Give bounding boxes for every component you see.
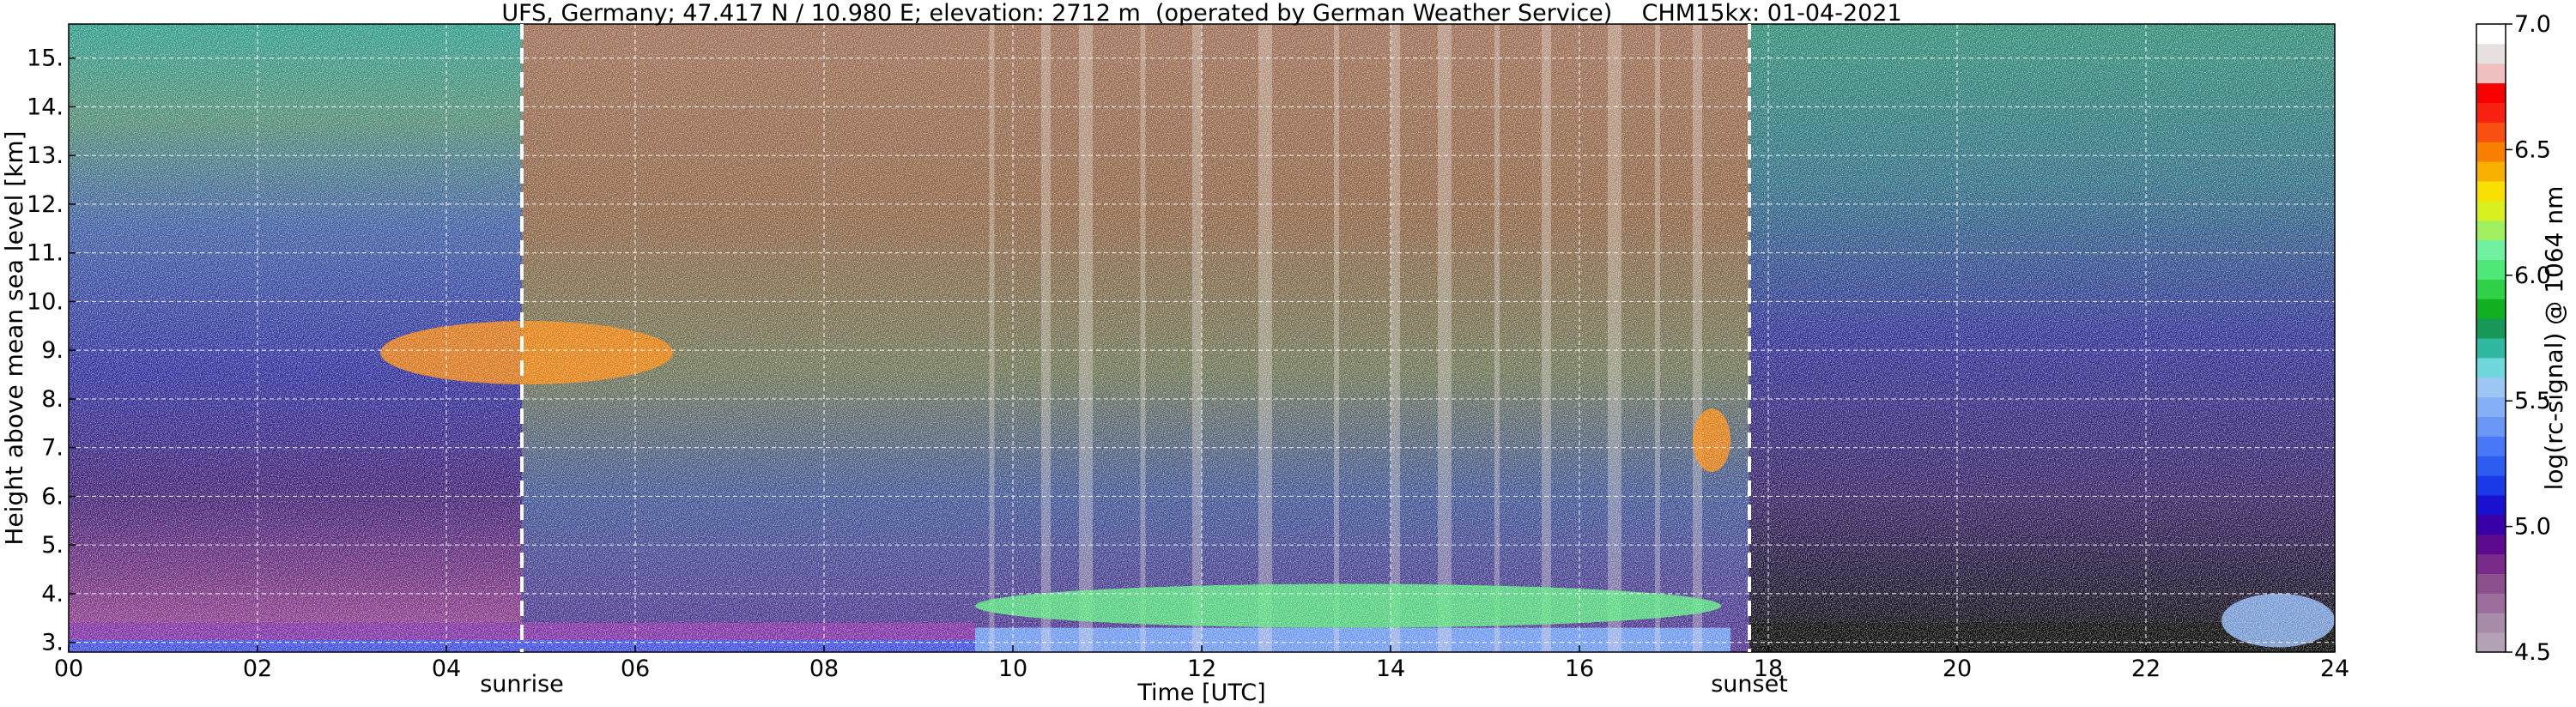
x-tick-label: 20 — [1943, 656, 1972, 682]
colorbar-swatch — [2476, 142, 2506, 162]
colorbar-swatch — [2476, 318, 2506, 339]
x-tick-label: 16 — [1565, 656, 1594, 682]
colorbar-tick-label: 5.5 — [2514, 388, 2551, 414]
colorbar-tick-label: 6.5 — [2514, 136, 2551, 163]
annotations: sunrise sunset — [480, 24, 1788, 698]
colorbar-swatch — [2476, 475, 2506, 496]
colorbar-swatch — [2476, 534, 2506, 555]
colorbar-swatch — [2476, 396, 2506, 417]
y-tick-label: 4. — [41, 581, 64, 607]
colorbar-tick-label: 7.0 — [2514, 11, 2551, 38]
colorbar: 4.5 5.0 5.5 6.0 6.5 7.0 — [2476, 11, 2551, 666]
y-tick-label: 11. — [27, 240, 64, 267]
x-tick-label: 10 — [998, 656, 1027, 682]
y-tick-label: 10. — [27, 288, 64, 315]
x-tick-label: 24 — [2320, 656, 2349, 682]
colorbar-swatch — [2476, 573, 2506, 594]
colorbar-frame — [2476, 23, 2506, 653]
colorbar-swatch — [2476, 338, 2506, 359]
x-tick-label: 18 — [1754, 656, 1783, 682]
colorbar-swatch — [2476, 436, 2506, 456]
y-tick-label: 7. — [41, 435, 64, 462]
x-tick-label: 14 — [1376, 656, 1405, 682]
colorbar-swatch — [2476, 102, 2506, 123]
annotation-label: sunrise — [480, 671, 564, 698]
colorbar-label: log(rc-signal) @ 1064 nm — [2540, 186, 2568, 491]
colorbar-swatch — [2476, 514, 2506, 535]
y-axis: 3. 4. 5. 6. 7. 8. 9. 10. 11. 12. 13. 14. 15. — [27, 45, 76, 656]
colorbar-swatch — [2476, 82, 2506, 103]
colorbar-swatch — [2476, 161, 2506, 182]
colorbar-swatch — [2476, 43, 2506, 64]
colorbar-swatch — [2476, 220, 2506, 241]
x-tick-label: 08 — [809, 656, 839, 682]
colorbar-swatch — [2476, 553, 2506, 574]
y-tick-label: 14. — [27, 94, 64, 120]
x-tick-label: 06 — [621, 656, 650, 682]
colorbar-swatch — [2476, 456, 2506, 476]
colorbar-swatch — [2476, 299, 2506, 319]
colorbar-swatch — [2476, 181, 2506, 202]
x-tick-label: 12 — [1187, 656, 1216, 682]
chart-title: UFS, Germany; 47.417 N / 10.980 E; eleva… — [501, 0, 1901, 27]
x-tick-label: 00 — [54, 656, 83, 682]
colorbar-tick-label: 6.0 — [2514, 263, 2551, 289]
y-tick-label: 5. — [41, 532, 64, 559]
y-tick-label: 6. — [41, 483, 64, 510]
colorbar-swatch — [2476, 259, 2506, 280]
y-tick-label: 13. — [27, 142, 64, 169]
colorbar-swatch — [2476, 357, 2506, 378]
x-tick-label: 02 — [243, 656, 272, 682]
colorbar-swatch — [2476, 593, 2506, 613]
colorbar-swatch — [2476, 279, 2506, 299]
colorbar-swatch — [2476, 122, 2506, 142]
colorbar-tick-label: 5.0 — [2514, 514, 2551, 541]
colorbar-swatch — [2476, 495, 2506, 516]
colorbar-swatch — [2476, 632, 2506, 653]
grid-lines — [69, 24, 2335, 652]
x-axis: 00 02 04 06 08 10 12 14 16 18 20 22 24 — [54, 645, 2349, 682]
y-tick-label: 8. — [41, 386, 64, 413]
colorbar-swatch — [2476, 613, 2506, 633]
annotation-label: sunset — [1711, 671, 1788, 698]
y-tick-label: 9. — [41, 337, 64, 364]
x-tick-label: 22 — [2131, 656, 2161, 682]
x-tick-label: 04 — [432, 656, 461, 682]
colorbar-swatch — [2476, 24, 2506, 45]
colorbar-swatch — [2476, 377, 2506, 398]
colorbar-swatch — [2476, 200, 2506, 221]
colorbar-swatch — [2476, 239, 2506, 260]
y-tick-label: 15. — [27, 45, 64, 72]
colorbar-swatch — [2476, 416, 2506, 437]
colorbar-tick-label: 4.5 — [2514, 639, 2551, 666]
colorbar-swatch — [2476, 63, 2506, 84]
y-axis-label: Height above mean sea level [km] — [0, 130, 28, 545]
y-tick-label: 12. — [27, 191, 64, 218]
x-axis-label: Time [UTC] — [1136, 680, 1265, 706]
y-tick-label: 3. — [41, 630, 64, 656]
